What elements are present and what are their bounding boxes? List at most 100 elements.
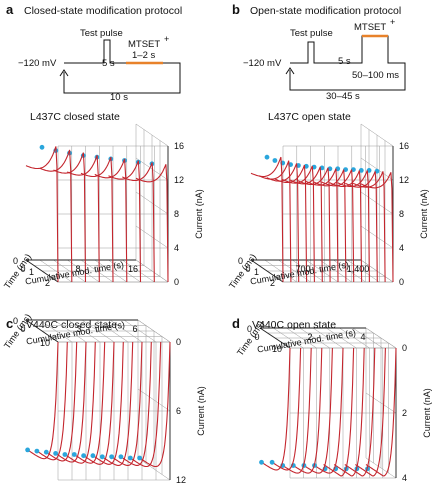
panel-a-mtset: MTSET <box>128 39 160 50</box>
x-tick-label: 0 <box>20 264 25 274</box>
peak-marker <box>264 154 270 160</box>
current-trace <box>305 168 339 283</box>
y-tick-label: 2 <box>402 408 407 418</box>
peak-marker <box>137 455 143 461</box>
current-trace <box>108 160 142 283</box>
y-axis-label: Current (nA) <box>422 388 432 438</box>
peak-marker <box>272 158 278 163</box>
panel-b-letter: b <box>232 2 240 17</box>
current-trace <box>323 347 355 477</box>
current-trace <box>321 169 355 283</box>
panel-b-mtset: MTSET <box>354 22 386 33</box>
current-trace <box>352 171 386 283</box>
y-tick-label: 12 <box>176 475 186 485</box>
t-tick-label: 0 <box>247 324 252 334</box>
panel-a-mtset-duration: 1–2 s <box>132 50 155 61</box>
y-tick-label: 4 <box>399 243 404 253</box>
t-tick-label: 1 <box>254 267 259 277</box>
panel-a-protocol-title: Closed-state modification protocol <box>24 5 182 17</box>
panel-a-gap: 5 s <box>102 58 115 69</box>
x-tick-label: 3 <box>76 324 81 334</box>
current-trace <box>94 158 128 283</box>
current-trace <box>280 347 312 474</box>
panel-b-mtset-duration: 50–100 ms <box>352 70 399 81</box>
peak-marker <box>43 449 49 455</box>
current-trace <box>44 341 78 462</box>
y-tick-label: 4 <box>402 473 407 483</box>
t-tick-label: 0 <box>13 256 18 266</box>
panel-c-plot-title: V440C closed state <box>26 319 117 331</box>
x-axis-label: Cumulative mod. time (s) <box>24 259 124 286</box>
t-tick-label: 2 <box>270 278 275 288</box>
x-tick-label: 0 <box>20 324 25 334</box>
t-tick-label: 2 <box>45 278 50 288</box>
y-tick-label: 16 <box>399 141 409 151</box>
x-tick-label: 16 <box>128 264 138 274</box>
current-trace <box>53 341 87 463</box>
t-axis-line <box>250 259 284 283</box>
current-trace <box>360 172 394 283</box>
current-trace <box>39 149 73 283</box>
t-axis-line <box>259 327 291 349</box>
peak-marker <box>81 453 86 459</box>
panel-b-cycle: 30–45 s <box>326 91 360 102</box>
current-trace <box>90 341 124 465</box>
current-trace <box>266 163 300 283</box>
y-tick-label: 0 <box>399 277 404 287</box>
current-trace <box>250 156 284 283</box>
current-trace <box>344 347 376 477</box>
t-tick-label: 0 <box>13 316 18 326</box>
peak-marker <box>269 459 275 465</box>
current-trace <box>282 165 315 283</box>
current-trace <box>25 146 59 283</box>
t-tick-label: 10 <box>40 338 50 348</box>
current-trace <box>34 341 68 461</box>
peak-marker <box>118 454 124 460</box>
x-tick-label: 4 <box>360 332 365 342</box>
current-trace <box>25 341 59 460</box>
peak-marker <box>71 452 77 457</box>
panel-b-test-pulse: Test pulse <box>290 28 333 39</box>
x-tick-label: 0 <box>245 264 250 274</box>
x-tick-label: 6 <box>132 324 137 334</box>
current-trace <box>291 347 323 474</box>
panel-a-holding: −120 mV <box>18 58 57 69</box>
current-trace <box>137 341 171 468</box>
current-trace <box>135 164 169 283</box>
t-tick-label: 0 <box>238 256 243 266</box>
current-trace <box>119 341 152 466</box>
y-axis-label: Current (nA) <box>194 189 204 239</box>
peak-marker <box>34 448 40 454</box>
panel-b: b Open-state modification protocol Test … <box>232 2 406 123</box>
y-tick-label: 4 <box>174 243 179 253</box>
t-axis-line <box>25 319 59 343</box>
panel-b-plot-title: L437C open state <box>268 111 351 123</box>
panel-b-mtset-sup: + <box>390 17 395 27</box>
peak-marker <box>259 459 264 465</box>
current-trace <box>365 347 397 477</box>
y-axis-label: Current (nA) <box>419 189 429 239</box>
peak-marker <box>90 453 96 459</box>
current-trace <box>109 341 143 466</box>
panel-a-mtset-sup: + <box>164 34 169 44</box>
current-trace <box>81 341 115 465</box>
panel-d-letter: d <box>232 316 240 331</box>
peak-marker <box>358 168 364 173</box>
peak-marker <box>109 454 114 460</box>
x-tick-label: 1,400 <box>347 264 370 274</box>
y-tick-label: 8 <box>399 209 404 219</box>
panel-a: a Closed-state modification protocol Tes… <box>6 2 182 123</box>
current-trace <box>355 347 386 477</box>
current-trace <box>53 152 87 283</box>
peak-marker <box>127 455 133 461</box>
y-axis-label: Current (nA) <box>196 386 206 436</box>
current-trace <box>67 155 100 283</box>
current-trace <box>313 169 347 283</box>
current-trace <box>297 167 331 283</box>
y-tick-label: 0 <box>402 343 407 353</box>
x-tick-label: 0 <box>254 332 259 342</box>
panel-a-letter: a <box>6 2 14 17</box>
